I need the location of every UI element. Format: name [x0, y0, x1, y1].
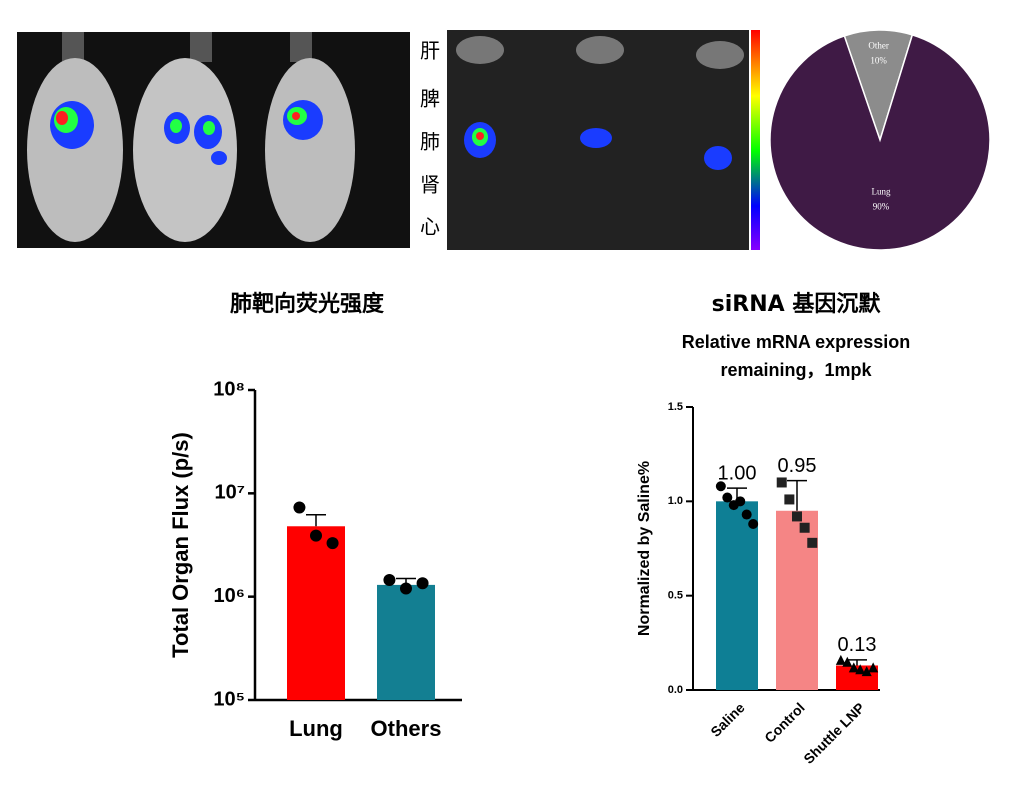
x-tick-label: Others: [371, 716, 442, 741]
data-point: [807, 537, 818, 548]
data-point: [835, 654, 846, 665]
data-point: [792, 511, 802, 522]
bar: [716, 501, 758, 690]
chart-title: siRNA 基因沉默: [712, 291, 882, 317]
data-point: [748, 518, 759, 529]
x-tick-label: Saline: [707, 699, 748, 740]
data-point: [842, 656, 853, 667]
organ-label: 肺: [420, 130, 440, 154]
x-tick-label: Control: [761, 699, 808, 746]
error-bar: [847, 659, 867, 666]
error-bar: [306, 514, 326, 527]
data-point: [722, 492, 733, 503]
y-tick-label: 10⁶: [214, 585, 245, 607]
data-point: [784, 494, 795, 505]
y-axis-label: Normalized by Saline%: [636, 461, 653, 636]
organ-label: 心: [420, 215, 440, 239]
organ-label: 脾: [420, 87, 440, 111]
bar: [287, 526, 345, 700]
chart-subtitle: Relative mRNA expression: [682, 332, 910, 352]
slice-value: 90%: [873, 202, 890, 212]
y-tick-label: 0.5: [668, 590, 683, 602]
y-tick-label: 10⁷: [215, 482, 246, 504]
organ-image: [447, 30, 760, 250]
slice-label: Other: [868, 40, 889, 50]
data-point: [776, 477, 787, 488]
data-point: [861, 666, 872, 677]
data-point: [715, 481, 726, 492]
x-tick-label: Shuttle LNP: [800, 699, 867, 766]
bar: [776, 510, 818, 690]
chart-subtitle: remaining，1mpk: [720, 360, 872, 380]
data-point: [855, 664, 866, 675]
data-point: [741, 509, 752, 520]
y-tick-label: 10⁸: [213, 378, 245, 400]
data-point: [735, 496, 746, 507]
data-point: [416, 577, 429, 590]
data-point: [383, 573, 396, 586]
data-point: [848, 662, 859, 673]
bar: [377, 584, 435, 700]
data-point: [310, 529, 322, 542]
data-point: [326, 537, 339, 550]
y-tick-label: 0.0: [668, 684, 683, 696]
value-label: 0.13: [838, 634, 877, 656]
mouse-image: [17, 32, 410, 248]
data-point: [868, 662, 879, 673]
y-tick-label: 1.0: [668, 495, 683, 507]
pie-slice: [769, 33, 991, 251]
data-point: [799, 522, 810, 533]
x-tick-label: Lung: [289, 716, 343, 741]
data-point: [400, 582, 412, 595]
value-label: 0.95: [778, 455, 817, 477]
organ-label: 肾: [420, 173, 440, 197]
value-label: 1.00: [718, 462, 757, 484]
chart-title: 肺靶向荧光强度: [230, 291, 385, 317]
y-tick-label: 1.5: [668, 401, 683, 413]
error-bar: [787, 479, 807, 511]
slice-label: Lung: [871, 187, 890, 197]
y-tick-label: 10⁵: [213, 688, 245, 710]
organ-label: 肝: [420, 39, 440, 63]
y-axis-label: Total Organ Flux (p/s): [168, 432, 193, 658]
slice-value: 10%: [870, 55, 887, 65]
data-point: [293, 501, 306, 514]
